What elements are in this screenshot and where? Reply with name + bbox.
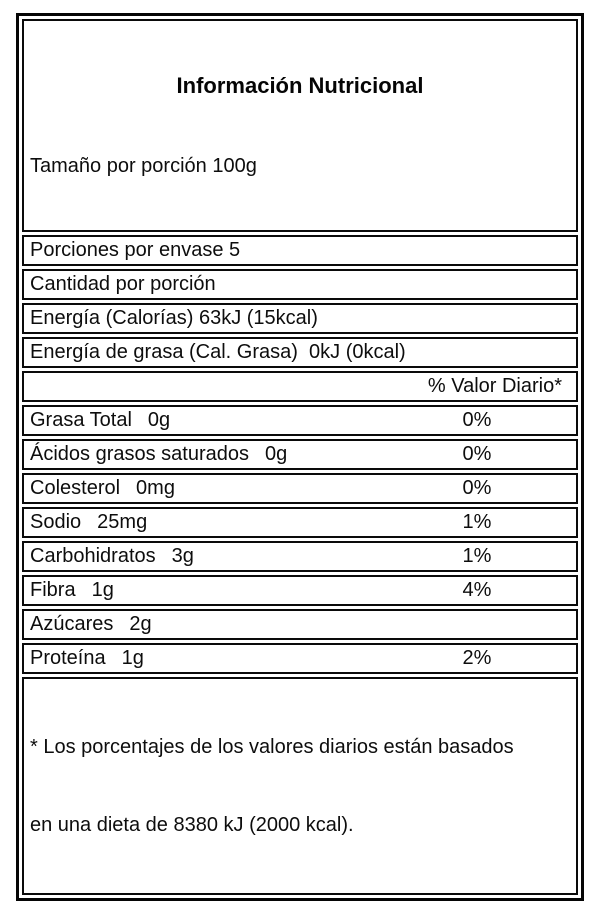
nutrient-daily-value: 0%: [462, 409, 492, 431]
nutrient-row-acidos-grasos-saturados: Ácidos grasos saturados 0g 0%: [22, 439, 578, 470]
daily-value-header-row: % Valor Diario*: [22, 371, 578, 402]
nutrient-amount: 2g: [129, 613, 152, 635]
nutrient-row-grasa-total: Grasa Total 0g 0%: [22, 405, 578, 436]
nutrient-daily-value: 0%: [462, 443, 492, 465]
nutrient-amount: 1g: [121, 647, 144, 669]
nutrient-amount: 25mg: [97, 511, 148, 533]
nutrient-amount: 1g: [91, 579, 114, 601]
nutrient-daily-value: 4%: [462, 579, 492, 601]
nutrient-name: Grasa Total: [30, 409, 132, 431]
label-title: Información Nutricional: [176, 73, 424, 98]
nutrient-row-proteina: Proteína 1g 2%: [22, 643, 578, 674]
nutrient-name: Ácidos grasos saturados: [30, 443, 250, 465]
nutrient-name: Colesterol: [30, 477, 121, 499]
nutrient-row-colesterol: Colesterol 0mg 0%: [22, 473, 578, 504]
serving-size: Tamaño por porción 100g: [30, 155, 257, 177]
nutrient-daily-value: 1%: [462, 545, 492, 567]
nutrient-name: Proteína: [30, 647, 106, 669]
nutrient-row-sodio: Sodio 25mg 1%: [22, 507, 578, 538]
nutrient-daily-value: 2%: [462, 647, 492, 669]
nutrient-row-fibra: Fibra 1g 4%: [22, 575, 578, 606]
nutrient-name: Carbohidratos: [30, 545, 156, 567]
footnote-line-2: en una dieta de 8380 kJ (2000 kcal).: [30, 814, 354, 836]
nutrient-row-azucares: Azúcares 2g: [22, 609, 578, 640]
nutrient-amount: 0g: [265, 443, 288, 465]
nutrient-amount: 0mg: [136, 477, 175, 499]
servings-per-container: Porciones por envase 5: [22, 235, 578, 266]
nutrient-daily-value: 0%: [462, 477, 492, 499]
footnote-line-1: * Los porcentajes de los valores diarios…: [30, 736, 514, 758]
nutrient-amount: 3g: [171, 545, 194, 567]
label-header: Información Nutricional Tamaño por porci…: [22, 19, 578, 232]
nutrient-name: Azúcares: [30, 613, 114, 635]
nutrient-amount: 0g: [147, 409, 171, 431]
nutrient-row-carbohidratos: Carbohidratos 3g 1%: [22, 541, 578, 572]
daily-value-header: % Valor Diario*: [427, 375, 562, 397]
energy-row: Energía (Calorías) 63kJ (15kcal): [22, 303, 578, 334]
nutrient-name: Fibra: [30, 579, 76, 601]
nutrient-daily-value: 1%: [462, 511, 492, 533]
nutrition-label: Información Nutricional Tamaño por porci…: [16, 13, 584, 901]
amount-per-serving-heading: Cantidad por porción: [22, 269, 578, 300]
nutrient-name: Sodio: [30, 511, 82, 533]
footnote: * Los porcentajes de los valores diarios…: [22, 677, 578, 895]
energy-fat-row: Energía de grasa (Cal. Grasa) 0kJ (0kcal…: [22, 337, 578, 368]
